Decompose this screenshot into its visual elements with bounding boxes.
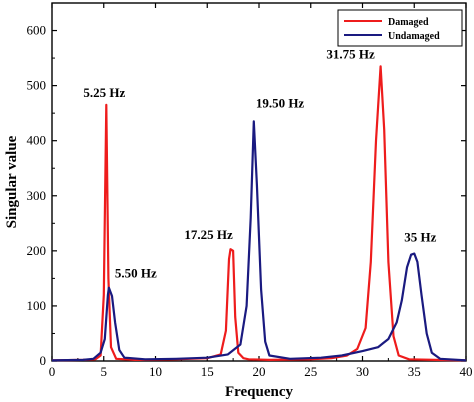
y-axis-title: Singular value: [4, 135, 20, 228]
legend: Damaged Undamaged: [337, 9, 463, 47]
y-tick-label: 500: [27, 78, 47, 93]
x-tick-label: 40: [460, 364, 473, 379]
y-tick-label: 400: [27, 133, 47, 148]
series-layer: [51, 65, 467, 362]
peak-label: 19.50 Hz: [256, 95, 305, 110]
legend-label: Damaged: [388, 17, 429, 28]
x-tick-label: 30: [356, 364, 369, 379]
peak-label: 35 Hz: [404, 230, 436, 245]
y-tick-label: 600: [27, 23, 47, 38]
legend-label: Undamaged: [388, 31, 440, 42]
x-axis-title: Frequency: [225, 384, 294, 400]
peak-label: 31.75 Hz: [326, 46, 375, 61]
x-tick-label: 20: [253, 364, 266, 379]
x-tick-label: 35: [408, 364, 421, 379]
series-line-undamaged: [51, 120, 467, 362]
x-tick-label: 0: [49, 364, 56, 379]
peak-annotations: 5.25 Hz 5.50 Hz 17.25 Hz 19.50 Hz 31.75 Hz 35…: [83, 46, 436, 280]
legend-box: [337, 9, 463, 47]
x-tick-label: 25: [304, 364, 317, 379]
y-tick-label: 300: [27, 188, 47, 203]
x-axis: 0 5 10 15 20 25 30 35 40: [49, 3, 473, 379]
peak-label: 5.25 Hz: [83, 85, 125, 100]
y-axis: 0 100 200 300 400 500 600: [27, 2, 466, 368]
peak-label: 5.50 Hz: [115, 266, 157, 281]
x-tick-label: 15: [201, 364, 214, 379]
y-tick-label: 200: [27, 243, 47, 258]
peak-label: 17.25 Hz: [184, 227, 233, 242]
y-tick-label: 100: [27, 298, 47, 313]
x-tick-label: 10: [149, 364, 162, 379]
y-tick-label: 0: [40, 353, 47, 368]
x-tick-label: 5: [101, 364, 108, 379]
series-line-damaged: [51, 65, 467, 362]
